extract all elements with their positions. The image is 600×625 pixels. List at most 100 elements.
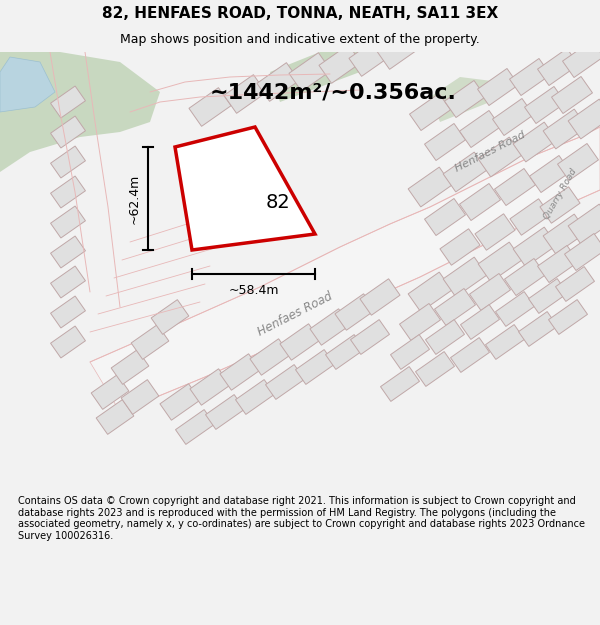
Polygon shape xyxy=(408,167,452,207)
Polygon shape xyxy=(557,144,598,181)
Polygon shape xyxy=(460,184,500,221)
Polygon shape xyxy=(319,44,361,83)
Polygon shape xyxy=(131,324,169,359)
Polygon shape xyxy=(530,156,571,192)
Text: Quarry Road: Quarry Road xyxy=(542,167,578,221)
Polygon shape xyxy=(509,59,550,96)
Polygon shape xyxy=(416,352,454,386)
Polygon shape xyxy=(326,334,364,369)
Polygon shape xyxy=(440,229,480,265)
Text: Henfaes Road: Henfaes Road xyxy=(256,289,335,339)
Polygon shape xyxy=(111,349,149,384)
Polygon shape xyxy=(380,367,419,401)
Polygon shape xyxy=(270,52,380,102)
Polygon shape xyxy=(513,227,557,267)
Polygon shape xyxy=(0,52,160,172)
Polygon shape xyxy=(50,146,85,178)
Polygon shape xyxy=(451,338,490,372)
Polygon shape xyxy=(478,242,522,282)
Polygon shape xyxy=(289,52,331,91)
Polygon shape xyxy=(430,77,500,122)
Polygon shape xyxy=(90,127,600,412)
Polygon shape xyxy=(335,294,375,330)
Polygon shape xyxy=(391,334,430,369)
Polygon shape xyxy=(236,379,274,414)
Polygon shape xyxy=(478,69,518,106)
Text: 82, HENFAES ROAD, TONNA, NEATH, SA11 3EX: 82, HENFAES ROAD, TONNA, NEATH, SA11 3EX xyxy=(102,6,498,21)
Polygon shape xyxy=(478,137,522,177)
Polygon shape xyxy=(189,88,231,126)
Polygon shape xyxy=(551,76,592,114)
Polygon shape xyxy=(470,274,511,311)
Polygon shape xyxy=(565,234,600,271)
Text: 82: 82 xyxy=(266,192,290,211)
Polygon shape xyxy=(50,206,85,238)
Polygon shape xyxy=(556,267,595,301)
Polygon shape xyxy=(425,124,466,161)
Polygon shape xyxy=(425,319,464,354)
Text: ~58.4m: ~58.4m xyxy=(228,284,279,296)
Polygon shape xyxy=(121,379,159,414)
Polygon shape xyxy=(443,152,487,192)
Polygon shape xyxy=(510,199,550,235)
Polygon shape xyxy=(310,309,350,345)
Polygon shape xyxy=(0,57,55,112)
Polygon shape xyxy=(434,289,475,326)
Polygon shape xyxy=(350,319,389,354)
Polygon shape xyxy=(408,272,452,312)
Polygon shape xyxy=(50,296,85,328)
Polygon shape xyxy=(400,304,440,341)
Polygon shape xyxy=(190,369,230,405)
Polygon shape xyxy=(543,214,587,254)
Text: Contains OS data © Crown copyright and database right 2021. This information is : Contains OS data © Crown copyright and d… xyxy=(18,496,585,541)
Polygon shape xyxy=(91,374,129,409)
Polygon shape xyxy=(151,299,189,334)
Polygon shape xyxy=(460,111,500,148)
Polygon shape xyxy=(50,236,85,268)
Polygon shape xyxy=(493,99,533,136)
Polygon shape xyxy=(540,187,580,223)
Polygon shape xyxy=(538,49,578,86)
Polygon shape xyxy=(563,41,600,78)
Polygon shape xyxy=(257,62,299,101)
Text: Map shows position and indicative extent of the property.: Map shows position and indicative extent… xyxy=(120,32,480,46)
Polygon shape xyxy=(266,364,304,399)
Text: Henfaes Road: Henfaes Road xyxy=(453,130,527,174)
Polygon shape xyxy=(50,266,85,298)
Polygon shape xyxy=(50,176,85,208)
Polygon shape xyxy=(425,199,466,236)
Polygon shape xyxy=(543,109,587,149)
Text: ~1442m²/~0.356ac.: ~1442m²/~0.356ac. xyxy=(210,82,457,102)
Polygon shape xyxy=(496,292,535,326)
Polygon shape xyxy=(50,86,85,118)
Polygon shape xyxy=(296,349,334,384)
Polygon shape xyxy=(445,81,485,118)
Polygon shape xyxy=(50,326,85,358)
Polygon shape xyxy=(568,204,600,244)
Polygon shape xyxy=(349,38,391,76)
Polygon shape xyxy=(50,116,85,148)
Polygon shape xyxy=(548,299,587,334)
Polygon shape xyxy=(220,354,260,390)
Text: ~62.4m: ~62.4m xyxy=(128,173,140,224)
Polygon shape xyxy=(494,169,535,206)
Polygon shape xyxy=(529,279,568,313)
Polygon shape xyxy=(280,324,320,360)
Polygon shape xyxy=(96,399,134,434)
Polygon shape xyxy=(475,214,515,250)
Polygon shape xyxy=(518,312,557,346)
Polygon shape xyxy=(250,339,290,375)
Polygon shape xyxy=(176,409,214,444)
Polygon shape xyxy=(443,257,487,297)
Polygon shape xyxy=(175,127,315,250)
Polygon shape xyxy=(377,31,419,69)
Polygon shape xyxy=(206,394,244,429)
Polygon shape xyxy=(524,86,565,124)
Polygon shape xyxy=(485,324,524,359)
Polygon shape xyxy=(461,304,499,339)
Polygon shape xyxy=(410,94,451,131)
Polygon shape xyxy=(505,259,545,296)
Polygon shape xyxy=(513,122,557,162)
Polygon shape xyxy=(160,384,200,420)
Polygon shape xyxy=(224,74,266,113)
